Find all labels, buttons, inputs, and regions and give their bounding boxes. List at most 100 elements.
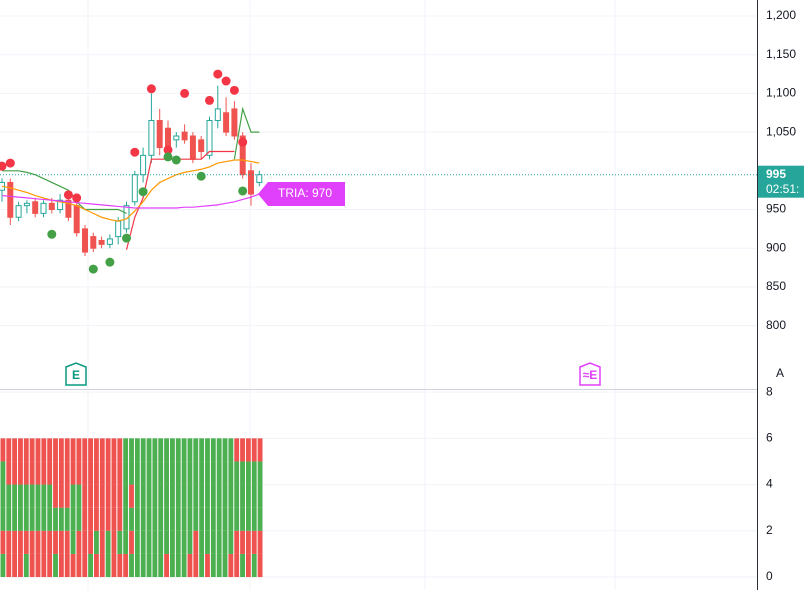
signal-cell bbox=[234, 438, 240, 462]
signal-cell bbox=[111, 530, 117, 554]
signal-cell bbox=[158, 553, 164, 578]
signal-cell bbox=[64, 461, 70, 485]
signal-cell bbox=[12, 461, 18, 485]
signal-cell bbox=[123, 553, 129, 578]
signal-cell bbox=[35, 553, 41, 578]
signal-cell bbox=[234, 461, 240, 485]
signal-cell bbox=[105, 530, 111, 554]
signal-dot bbox=[5, 158, 15, 168]
signal-cell bbox=[123, 530, 129, 554]
signal-cell bbox=[18, 507, 23, 531]
signal-cell bbox=[105, 461, 111, 485]
signal-cell bbox=[216, 484, 222, 508]
auto-scale-label[interactable]: A bbox=[776, 366, 784, 380]
signal-cell bbox=[234, 553, 240, 578]
signal-dot bbox=[138, 187, 148, 197]
signal-cell bbox=[216, 461, 222, 485]
signal-cell bbox=[216, 530, 222, 554]
signal-cell bbox=[245, 530, 251, 554]
signal-cell bbox=[6, 484, 12, 508]
signal-cell bbox=[76, 530, 82, 554]
signal-cell bbox=[105, 507, 111, 531]
signal-cell bbox=[12, 507, 18, 531]
signal-cell bbox=[187, 461, 193, 485]
signal-cell bbox=[88, 553, 94, 578]
signal-cell bbox=[169, 553, 175, 578]
signal-cell bbox=[6, 507, 12, 531]
signal-cell bbox=[164, 553, 169, 578]
signal-cell bbox=[193, 461, 199, 485]
signal-cell bbox=[76, 461, 82, 485]
signal-dot bbox=[130, 147, 140, 157]
auto-scale-button[interactable] bbox=[768, 362, 792, 386]
signal-dot bbox=[205, 95, 214, 105]
candle-body bbox=[115, 220, 122, 238]
signal-cell bbox=[117, 484, 123, 508]
annotation-label: TRIA: 970 bbox=[278, 186, 332, 200]
signal-cell bbox=[181, 507, 187, 531]
signal-cell bbox=[140, 484, 146, 508]
signal-cell bbox=[216, 507, 222, 531]
signal-cell bbox=[158, 530, 164, 554]
signal-cell bbox=[199, 484, 205, 508]
signal-dot bbox=[105, 257, 115, 267]
signal-cell bbox=[0, 530, 6, 554]
signal-cell bbox=[23, 484, 29, 508]
signal-cell bbox=[117, 438, 123, 462]
signal-cell bbox=[82, 553, 88, 578]
signal-cell bbox=[193, 484, 199, 508]
signal-cell bbox=[158, 438, 164, 462]
signal-cell bbox=[53, 438, 58, 462]
signal-cell bbox=[70, 461, 76, 485]
signal-cell bbox=[88, 461, 94, 485]
signal-cell bbox=[181, 438, 187, 462]
signal-cell bbox=[47, 461, 53, 485]
signal-cell bbox=[245, 484, 251, 508]
candle-body bbox=[148, 120, 155, 156]
candle-body bbox=[15, 205, 22, 218]
signal-cell bbox=[35, 438, 41, 462]
signal-cell bbox=[99, 438, 105, 462]
signal-cell bbox=[64, 507, 70, 531]
signal-dot bbox=[171, 155, 181, 165]
signal-cell bbox=[187, 484, 193, 508]
signal-cell bbox=[134, 530, 140, 554]
signal-cell bbox=[140, 507, 146, 531]
signal-cell bbox=[82, 461, 88, 485]
signal-cell bbox=[140, 530, 146, 554]
signal-cell bbox=[58, 438, 64, 462]
signal-cell bbox=[41, 484, 47, 508]
signal-cell bbox=[199, 530, 205, 554]
signal-cell bbox=[99, 553, 105, 578]
signal-cell bbox=[169, 438, 175, 462]
signal-cell bbox=[117, 507, 123, 531]
candle-body bbox=[173, 135, 180, 141]
signal-cell bbox=[94, 507, 99, 531]
candle-body bbox=[206, 120, 213, 156]
marks: 1,200 1,150 1,100 1,050 950 900 850 800 99502:51… bbox=[0, 8, 804, 583]
signal-cell bbox=[187, 438, 193, 462]
indicator-line bbox=[2, 106, 260, 214]
signal-cell bbox=[35, 461, 41, 485]
event-label: E bbox=[72, 368, 80, 382]
signal-cell bbox=[53, 553, 58, 578]
signal-cell bbox=[228, 461, 234, 485]
signal-cell bbox=[245, 438, 251, 462]
signal-cell bbox=[47, 484, 53, 508]
signal-dot bbox=[146, 84, 156, 94]
signal-cell bbox=[205, 507, 210, 531]
signal-dot bbox=[88, 264, 98, 274]
signal-cell bbox=[88, 507, 94, 531]
signal-cell bbox=[76, 438, 82, 462]
signal-cell bbox=[12, 438, 18, 462]
signal-cell bbox=[216, 438, 222, 462]
signal-cell bbox=[134, 507, 140, 531]
signal-cell bbox=[251, 438, 257, 462]
signal-cell bbox=[123, 438, 129, 462]
signal-cell bbox=[117, 461, 123, 485]
signal-cell bbox=[70, 484, 76, 508]
signal-dot bbox=[72, 193, 82, 203]
signal-cell bbox=[53, 530, 58, 554]
signal-cell bbox=[251, 461, 257, 485]
y-tick-label: 0 bbox=[766, 569, 773, 583]
